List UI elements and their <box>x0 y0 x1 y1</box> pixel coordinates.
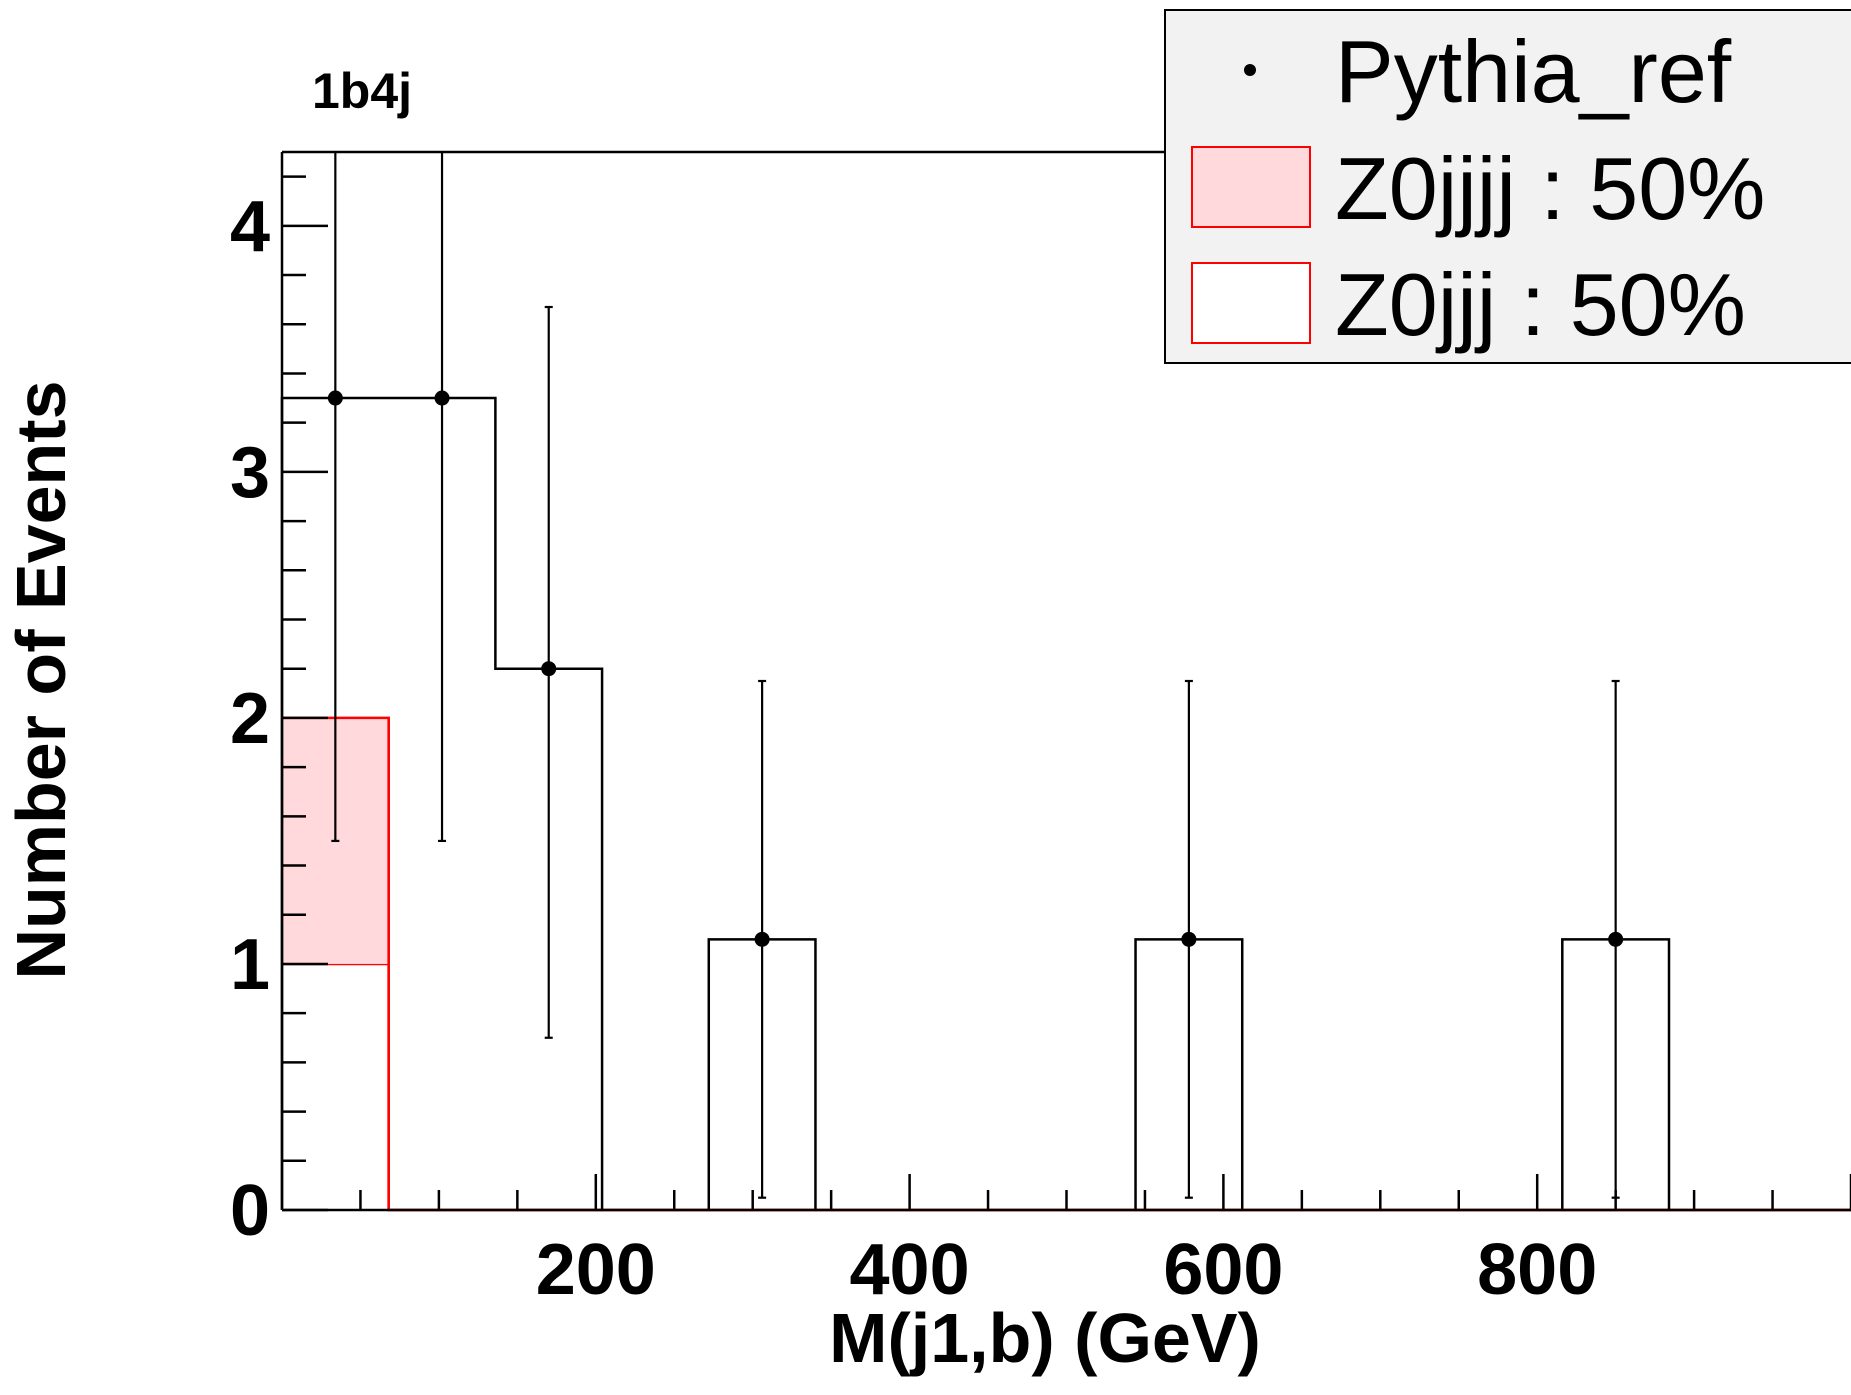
tick-labels: 0 1 2 3 4 200 400 600 800 <box>230 187 1597 1310</box>
x-tick-label: 200 <box>536 1230 656 1310</box>
stack-bar-1-bin-1 <box>282 963 389 1210</box>
legend-marker-box <box>1191 262 1311 344</box>
y-axis-title: Number of Events <box>2 381 80 980</box>
x-tick-label: 600 <box>1163 1230 1283 1310</box>
y-tick-label: 2 <box>230 679 270 759</box>
data-point <box>434 390 450 406</box>
legend-marker-box <box>1191 146 1311 228</box>
x-tick-label: 800 <box>1477 1230 1597 1310</box>
data-point <box>327 390 343 406</box>
plot-title: 1b4j <box>312 63 412 119</box>
data-point <box>541 661 557 677</box>
legend-marker-point <box>1244 64 1256 76</box>
x-axis-title: M(j1,b) (GeV) <box>829 1299 1261 1377</box>
data-point <box>754 931 770 947</box>
data-point <box>1181 931 1197 947</box>
reference-points <box>327 152 1624 1199</box>
y-tick-label: 4 <box>230 187 270 267</box>
data-point <box>1608 931 1624 947</box>
legend-label: Pythia_ref <box>1335 22 1732 121</box>
y-tick-label: 1 <box>230 925 270 1005</box>
x-tick-label: 400 <box>850 1230 970 1310</box>
y-tick-label: 3 <box>230 433 270 513</box>
legend: Pythia_ref Z0jjjj : 50% Z0jjj : 50% <box>1164 9 1851 364</box>
y-tick-label: 0 <box>230 1171 270 1251</box>
legend-label: Z0jjj : 50% <box>1335 255 1746 354</box>
legend-label: Z0jjjj : 50% <box>1335 139 1765 238</box>
